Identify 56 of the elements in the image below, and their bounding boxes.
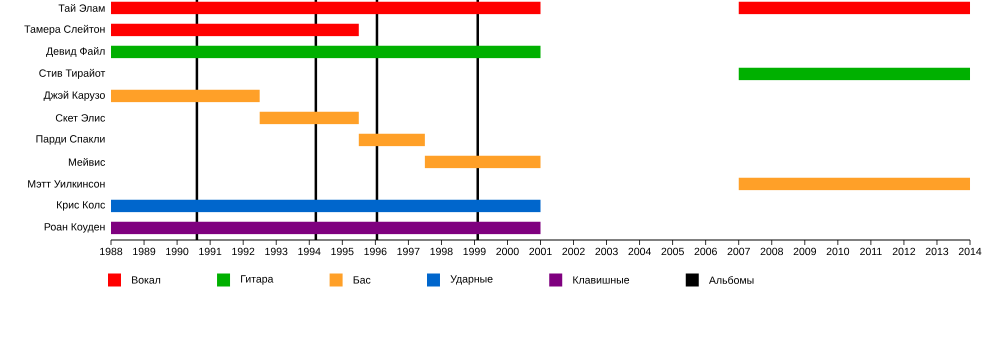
legend-label: Ударные	[450, 275, 493, 285]
legend-label: Альбомы	[708, 276, 754, 284]
legend-label: Гитара	[241, 275, 274, 285]
x-tick-label: 2005	[662, 248, 684, 256]
x-tick-label: 1999	[464, 248, 486, 256]
legend-label: Вокал	[132, 276, 160, 284]
x-tick-label: 2008	[760, 248, 784, 256]
x-tick-label: 2009	[794, 248, 816, 256]
x-tick-label: 2000	[496, 248, 519, 256]
x-tick-label: 1995	[331, 248, 354, 256]
bar	[111, 90, 260, 102]
x-tick-label: 2014	[958, 248, 982, 256]
x-tick-label: 2002	[562, 248, 585, 256]
y-tick-label: Тай Элам	[58, 4, 105, 12]
y-tick-label: Парди Спакли	[36, 135, 105, 145]
y-tick-label: Крис Колс	[57, 201, 106, 211]
bar	[111, 200, 541, 212]
bar	[260, 112, 359, 124]
y-tick-label: Мэтт Уилкинсон	[28, 180, 105, 188]
y-tick-label: Скет Элис	[56, 114, 106, 122]
bar	[738, 178, 970, 190]
legend-label: Клавишные	[573, 276, 630, 284]
x-tick-label: 2007	[728, 248, 750, 256]
x-tick-label: 1998	[430, 248, 453, 256]
y-tick-label: Джэй Карузо	[44, 90, 105, 101]
y-tick-label: Стив Тирайот	[39, 68, 106, 79]
bar	[111, 222, 541, 234]
x-tick-label: 1994	[298, 248, 321, 256]
x-tick-label: 1990	[166, 248, 188, 256]
x-tick-label: 2004	[628, 248, 651, 256]
bar	[738, 2, 970, 14]
bar	[424, 156, 541, 168]
x-tick-label: 1991	[199, 248, 222, 256]
y-tick-label: Тамера Слейтон	[24, 24, 105, 35]
x-tick-label: 2006	[694, 248, 717, 256]
x-tick-label: 1993	[265, 248, 288, 256]
bar	[111, 46, 541, 58]
x-tick-label: 2001	[529, 248, 552, 256]
x-tick-label: 2010	[826, 248, 850, 256]
x-tick-label: 2011	[860, 248, 882, 256]
x-tick-label: 2013	[926, 248, 948, 256]
y-tick-label: Девид Файл	[46, 46, 105, 57]
bar	[738, 68, 970, 80]
x-tick-label: 2012	[892, 248, 916, 256]
bar	[111, 2, 541, 14]
x-tick-label: 1989	[133, 248, 156, 256]
bar	[111, 24, 359, 36]
legend-label: Бас	[354, 276, 371, 284]
x-tick-label: 1988	[100, 248, 122, 256]
bar	[358, 134, 425, 146]
x-tick-label: 1992	[232, 248, 254, 256]
x-tick-label: 1996	[364, 248, 387, 256]
y-tick-label: Роан Коуден	[44, 223, 105, 233]
x-tick-label: 2003	[595, 248, 618, 256]
x-tick-label: 1997	[397, 248, 420, 256]
y-tick-label: Мейвис	[68, 158, 106, 166]
